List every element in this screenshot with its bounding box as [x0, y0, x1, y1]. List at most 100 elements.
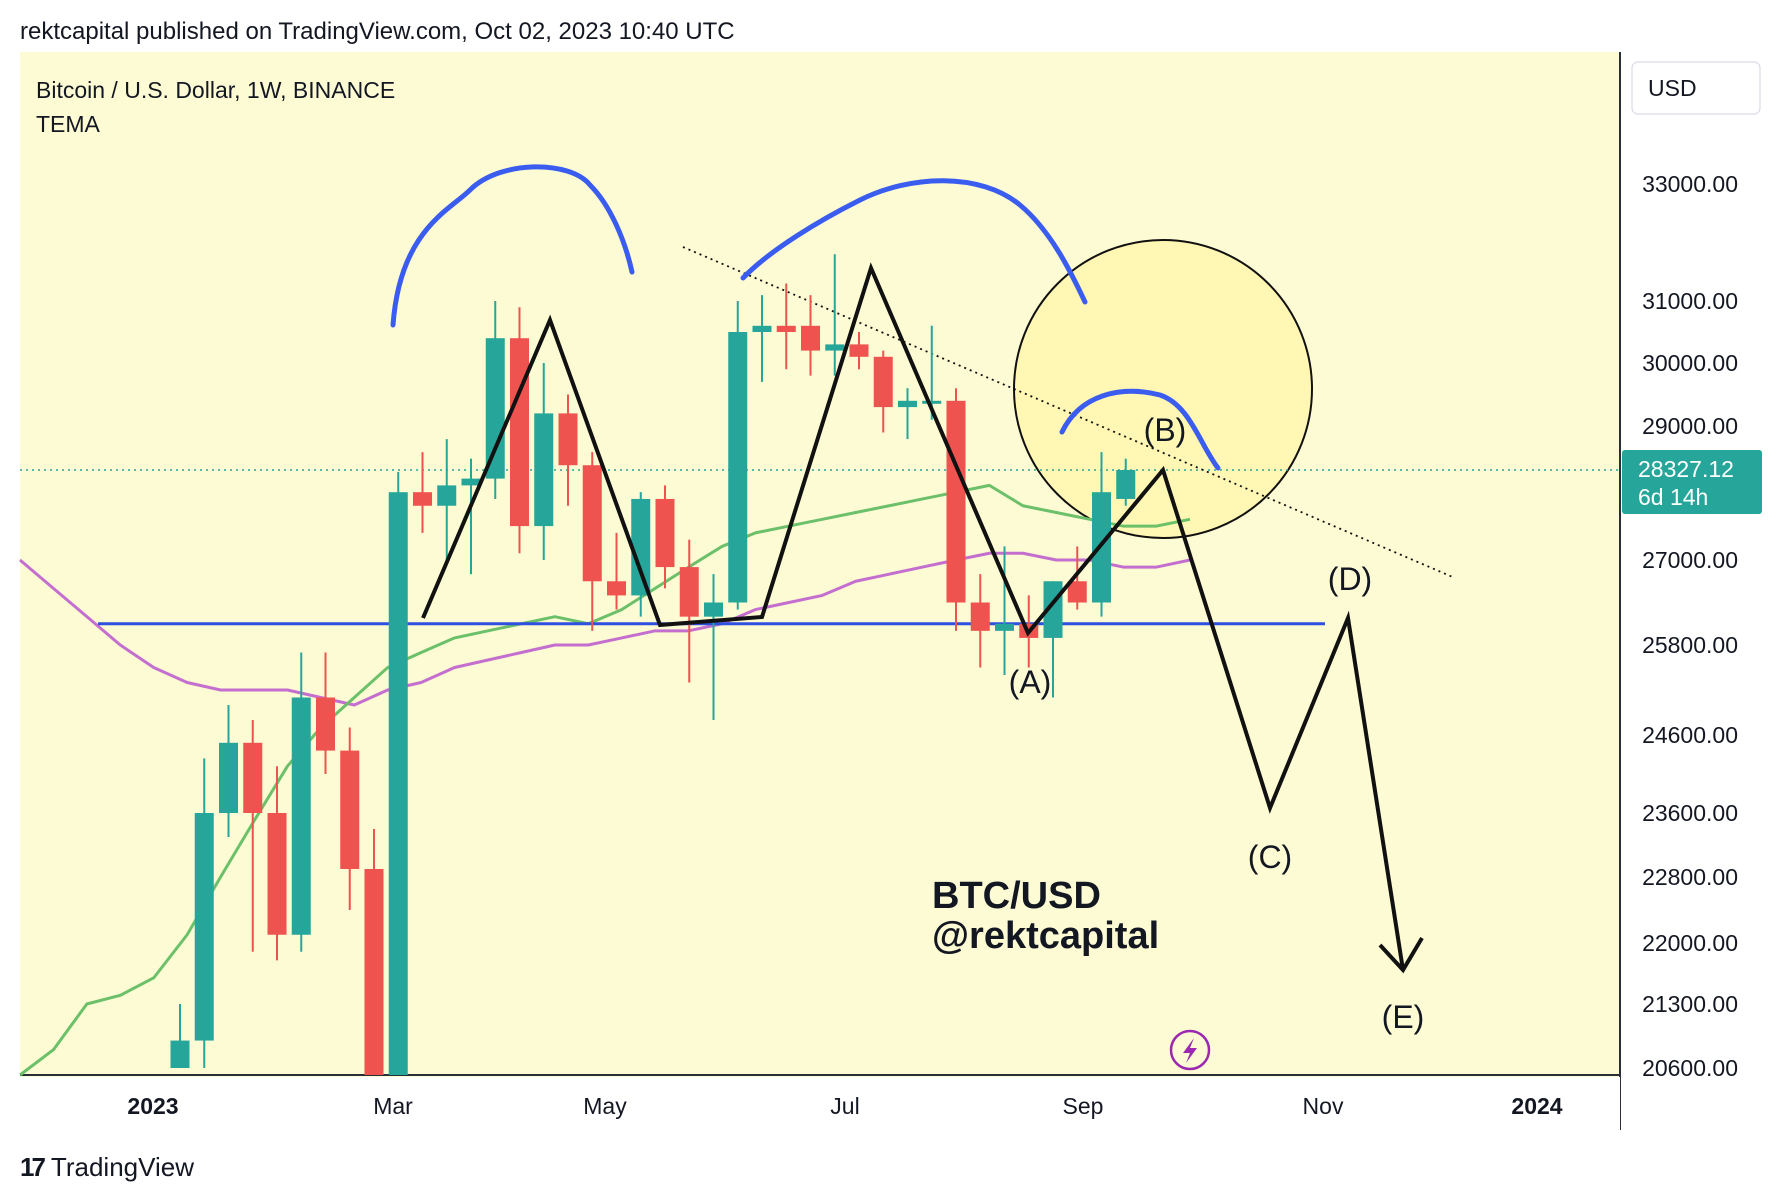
candle[interactable] [219, 705, 238, 837]
candle[interactable] [170, 1004, 190, 1068]
candle-body [801, 325, 820, 351]
candle-body [170, 1040, 190, 1068]
candle[interactable] [946, 388, 966, 631]
time-tick-label: 2024 [1511, 1093, 1562, 1119]
price-tick-label: 27000.00 [1642, 547, 1738, 573]
watermark-line2: @rektcapital [932, 915, 1159, 957]
price-tick-label: 24600.00 [1642, 722, 1738, 748]
candle-body [970, 602, 990, 631]
candle[interactable] [1116, 458, 1136, 506]
candle[interactable] [340, 727, 360, 911]
candle[interactable] [728, 301, 748, 610]
candle-body [485, 338, 505, 479]
price-tick-label: 22800.00 [1642, 864, 1738, 890]
wave-label-e: (E) [1382, 999, 1425, 1035]
candle[interactable] [607, 532, 626, 610]
candle[interactable] [776, 283, 796, 370]
candle[interactable] [825, 254, 845, 376]
tradingview-logo-icon: 17 [20, 1152, 46, 1182]
candle[interactable] [898, 388, 917, 440]
candle-body [898, 400, 917, 408]
highlight-circle [1013, 239, 1313, 539]
candle-body [825, 344, 845, 351]
candle-body [316, 697, 335, 751]
time-tick-label: Sep [1063, 1093, 1104, 1119]
price-tick-label: 23600.00 [1642, 800, 1738, 826]
candle[interactable] [534, 363, 554, 560]
wave-label-d: (D) [1328, 561, 1372, 597]
publish-caption: rektcapital published on TradingView.com… [20, 18, 735, 45]
candle-body [946, 400, 966, 603]
candle[interactable] [291, 652, 311, 952]
candle[interactable] [801, 295, 820, 376]
wave-projection-line [421, 262, 1405, 971]
candle-body [437, 485, 457, 506]
plot-background [20, 52, 1620, 1130]
candle[interactable] [655, 485, 675, 589]
rounded-top-arc [390, 164, 635, 328]
svg-text:USD: USD [1648, 75, 1697, 101]
watermark-line1: BTC/USD [932, 875, 1101, 917]
candle-body [607, 581, 626, 596]
candle-body [679, 567, 699, 617]
candle[interactable] [510, 307, 529, 554]
price-tick-label: 31000.00 [1642, 288, 1738, 314]
tradingview-brand[interactable]: 17 TradingView [20, 1152, 194, 1183]
tradingview-wordmark: TradingView [50, 1152, 194, 1182]
time-tick-label: Mar [373, 1093, 413, 1119]
candle[interactable] [388, 471, 408, 1075]
time-tick-label: 2023 [127, 1093, 178, 1119]
price-tick-label: 30000.00 [1642, 350, 1738, 376]
candle[interactable] [995, 546, 1014, 675]
candle-body [1116, 470, 1136, 499]
descending-trendline [682, 246, 1456, 579]
candle-body [752, 325, 772, 332]
candle[interactable] [970, 574, 990, 668]
rounded-top-arc [1059, 388, 1221, 471]
candle-body [582, 465, 602, 582]
candle[interactable] [316, 652, 335, 775]
candle-body [243, 742, 263, 813]
candle[interactable] [461, 458, 481, 575]
candle-body [364, 869, 384, 1075]
price-tick-label: 33000.00 [1642, 171, 1738, 197]
candle[interactable] [558, 394, 578, 506]
candle-body [922, 400, 942, 404]
candle-body [776, 325, 796, 332]
candle-body [510, 338, 529, 527]
candle[interactable] [922, 325, 942, 420]
bar-countdown: 6d 14h [1638, 484, 1708, 510]
candle[interactable] [413, 452, 432, 533]
time-tick-label: Nov [1303, 1093, 1344, 1119]
candle-body [534, 413, 554, 527]
currency-button[interactable]: USD [1631, 61, 1761, 115]
legend-symbol: Bitcoin / U.S. Dollar, 1W, BINANCE [36, 77, 395, 103]
candle[interactable] [194, 758, 214, 1068]
candle[interactable] [243, 720, 263, 952]
candle-body [631, 498, 651, 596]
candle-body [655, 498, 675, 568]
candle[interactable] [485, 301, 505, 499]
wave-label-a: (A) [1009, 664, 1052, 700]
candle[interactable] [849, 332, 869, 370]
candle-body [704, 602, 723, 617]
candle[interactable] [437, 439, 457, 560]
lightning-icon[interactable] [1169, 1029, 1211, 1071]
arrow-head-icon [1378, 936, 1424, 974]
candle[interactable] [1067, 546, 1087, 610]
candle[interactable] [704, 574, 723, 720]
price-tick-label: 21300.00 [1642, 991, 1738, 1017]
candle[interactable] [364, 829, 384, 1075]
candle[interactable] [267, 766, 287, 961]
candle[interactable] [631, 492, 651, 617]
wave-label-b: (B) [1144, 412, 1187, 448]
price-tick-label: 25800.00 [1642, 632, 1738, 658]
price-tick-label: 20600.00 [1642, 1055, 1738, 1081]
candle[interactable] [752, 295, 772, 382]
candle[interactable] [679, 539, 699, 683]
candle-body [340, 750, 360, 869]
price-tick-label: 22000.00 [1642, 930, 1738, 956]
candle[interactable] [582, 452, 602, 631]
candle[interactable] [873, 350, 893, 433]
